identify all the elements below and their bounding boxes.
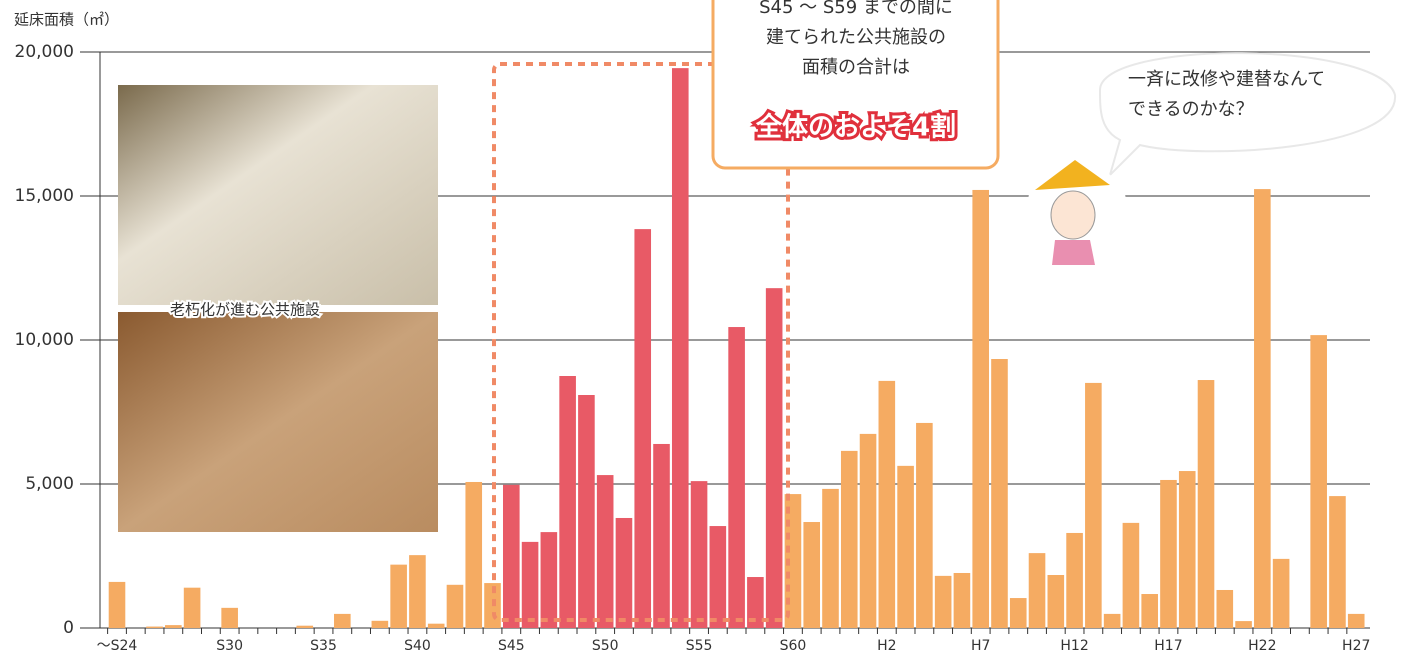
callout-box — [713, 0, 998, 168]
bar — [879, 381, 896, 628]
bar — [916, 423, 933, 628]
bar — [221, 608, 238, 628]
bar — [1216, 590, 1233, 628]
bar — [1254, 189, 1271, 628]
speech-text: できるのかな？ — [1128, 99, 1254, 120]
speech-text: 一斉に改修や建替なんて — [1128, 69, 1325, 90]
bar — [803, 522, 820, 628]
bar — [334, 614, 351, 628]
bar — [522, 542, 539, 628]
y-tick-label: 15,000 — [15, 186, 74, 206]
y-axis-label: 延床面積（㎡） — [14, 11, 119, 29]
bar — [1066, 533, 1083, 628]
bar — [766, 288, 783, 628]
bar — [1029, 553, 1046, 628]
bar — [1310, 335, 1327, 628]
x-tick-label: S55 — [686, 638, 713, 654]
x-tick-label: ～S24 — [97, 638, 138, 654]
callout-text: 建てられた公共施設の — [766, 27, 946, 48]
bar — [1010, 598, 1027, 628]
x-tick-label: S35 — [310, 638, 337, 654]
bar — [672, 68, 689, 628]
bar — [954, 573, 971, 628]
callout-text: S45 ～ S59 までの間に — [759, 0, 953, 18]
bar — [634, 229, 651, 628]
bar — [428, 624, 445, 628]
y-tick-label: 10,000 — [15, 330, 74, 350]
bar — [897, 466, 914, 628]
bar — [578, 395, 595, 628]
bar — [184, 588, 201, 628]
callout-text: 面積の合計は — [802, 57, 910, 78]
bar — [991, 359, 1008, 628]
x-tick-label: H2 — [877, 638, 896, 654]
bar — [559, 376, 576, 628]
bar — [841, 451, 858, 628]
bar — [1085, 383, 1102, 628]
bar — [109, 582, 126, 628]
bar — [1179, 471, 1196, 628]
chart: 延床面積（㎡） 0 5,000 10,000 15,000 20,000 ～S24 S30 S… — [0, 0, 1414, 664]
bar — [447, 585, 464, 628]
bar — [1329, 496, 1346, 628]
bar — [409, 555, 426, 628]
x-tick-label: H22 — [1248, 638, 1276, 654]
x-tick-label: S40 — [404, 638, 431, 654]
y-tick-label: 5,000 — [25, 474, 74, 494]
photo-ceiling — [118, 85, 438, 305]
bar — [541, 532, 558, 628]
x-tick-label: H17 — [1154, 638, 1182, 654]
x-tick-label: H12 — [1060, 638, 1088, 654]
x-tick-label: H7 — [971, 638, 990, 654]
bar — [1123, 523, 1140, 628]
bar — [1198, 380, 1215, 628]
photo-floor — [118, 312, 438, 532]
bar — [1048, 575, 1065, 628]
bar — [1348, 614, 1365, 628]
bar — [165, 625, 182, 628]
y-tick-label: 20,000 — [15, 42, 74, 62]
callout-emphasis: 全体のおよそ4割 — [755, 112, 956, 143]
bar — [390, 565, 407, 628]
character — [1025, 160, 1129, 267]
bar — [146, 627, 163, 628]
bar — [822, 489, 839, 628]
bar — [972, 190, 989, 628]
bar — [935, 576, 952, 628]
x-tick-label: H27 — [1342, 638, 1370, 654]
bar — [296, 626, 313, 628]
bar — [372, 621, 389, 628]
bar — [597, 475, 614, 628]
bar — [503, 485, 520, 628]
x-tick-label: S30 — [216, 638, 243, 654]
bar — [1273, 559, 1290, 628]
x-tick-label: S60 — [780, 638, 807, 654]
bar — [465, 482, 482, 628]
photo-caption: 老朽化が進む公共施設 — [170, 301, 320, 319]
bar — [616, 518, 633, 628]
bar — [728, 327, 745, 628]
bar — [1160, 480, 1177, 628]
bar — [691, 481, 708, 628]
photos: 老朽化が進む公共施設 — [118, 85, 438, 532]
bar — [1141, 594, 1158, 628]
bar — [710, 526, 727, 628]
x-tick-label: S50 — [592, 638, 619, 654]
x-tick-label: S45 — [498, 638, 525, 654]
bar — [860, 434, 877, 628]
bar — [653, 444, 670, 628]
y-tick-label: 0 — [63, 618, 74, 638]
bar — [1235, 621, 1252, 628]
bar — [1104, 614, 1121, 628]
